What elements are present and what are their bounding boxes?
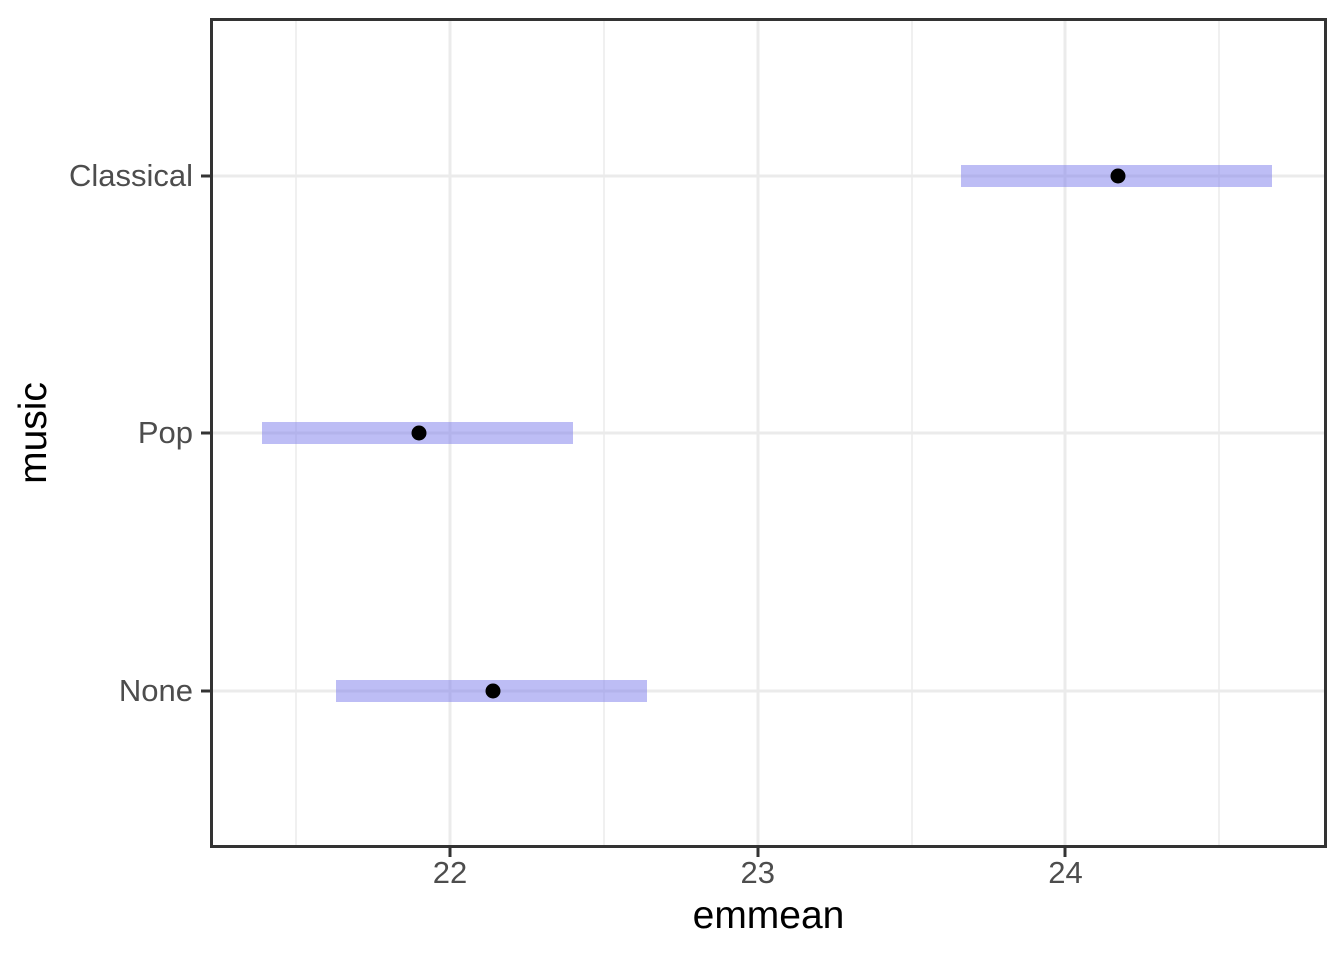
x-tick-mark xyxy=(756,848,760,857)
y-major-gridline xyxy=(213,431,1324,435)
y-major-gridline xyxy=(213,689,1324,692)
y-category-label: Classical xyxy=(68,157,193,193)
y-category-label: None xyxy=(118,672,193,708)
x-tick-label: 22 xyxy=(432,855,468,890)
emmean-point xyxy=(485,683,501,698)
y-tick-mark xyxy=(201,431,210,435)
x-tick-mark xyxy=(1063,848,1067,857)
y-major-gridline xyxy=(213,174,1324,177)
y-tick-mark xyxy=(201,174,210,177)
x-axis-title: emmean xyxy=(692,894,845,937)
plot-panel xyxy=(210,18,1327,848)
x-tick-mark xyxy=(448,848,452,857)
emmean-point xyxy=(411,425,427,441)
y-tick-mark xyxy=(201,689,210,692)
geoms-layer xyxy=(213,21,1324,845)
x-tick-label: 23 xyxy=(740,855,775,890)
x-tick-label: 24 xyxy=(1048,855,1083,890)
emmean-point xyxy=(1110,168,1126,183)
y-category-label: Pop xyxy=(137,415,193,450)
y-axis-title: music xyxy=(12,382,55,484)
